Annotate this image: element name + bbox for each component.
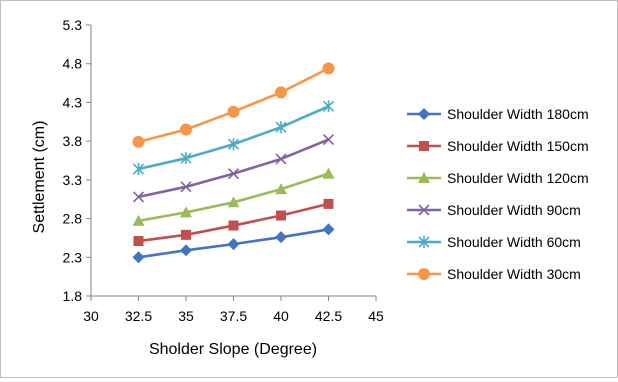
legend-item: Shoulder Width 90cm bbox=[407, 202, 581, 218]
series-6 bbox=[132, 62, 335, 148]
x-axis-title: Sholder Slope (Degree) bbox=[149, 341, 317, 358]
x-tick-label: 32.5 bbox=[125, 308, 152, 324]
data-point bbox=[227, 138, 240, 151]
data-point bbox=[276, 210, 286, 221]
y-tick-label: 4.3 bbox=[63, 94, 83, 110]
legend-item: Shoulder Width 120cm bbox=[407, 170, 589, 186]
data-point bbox=[227, 238, 240, 251]
y-axis-title: Settlement (cm) bbox=[31, 121, 48, 234]
legend-marker bbox=[419, 141, 429, 151]
data-point bbox=[132, 135, 145, 148]
series-4 bbox=[132, 134, 335, 203]
data-point bbox=[322, 167, 335, 179]
data-point bbox=[132, 191, 145, 203]
legend: Shoulder Width 180cm Shoulder Width 150cm… bbox=[407, 106, 589, 282]
legend-label: Shoulder Width 150cm bbox=[447, 138, 589, 154]
y-tick-label: 3.8 bbox=[63, 133, 83, 149]
data-point bbox=[180, 206, 192, 218]
series-line bbox=[138, 67, 330, 144]
x-tick-label: 45 bbox=[368, 308, 384, 324]
data-point bbox=[133, 236, 144, 247]
data-point bbox=[180, 244, 192, 257]
data-point bbox=[132, 163, 145, 176]
data-point bbox=[322, 62, 335, 75]
data-point bbox=[275, 183, 287, 195]
axes: 1.8 2.3 2.8 3.3 3.8 4.3 4.8 5.3 30 32.5 35 37.5 40 42… bbox=[63, 17, 384, 324]
legend-item: Shoulder Width 30cm bbox=[407, 266, 581, 282]
legend-item: Shoulder Width 180cm bbox=[407, 106, 589, 122]
legend-marker bbox=[418, 108, 430, 120]
data-point bbox=[181, 229, 191, 240]
y-tick-label: 5.3 bbox=[63, 17, 83, 33]
legend-marker bbox=[418, 268, 430, 280]
data-point bbox=[180, 123, 192, 136]
legend-marker bbox=[418, 172, 430, 183]
data-point bbox=[275, 86, 287, 99]
x-tick-label: 35 bbox=[178, 308, 194, 324]
data-point bbox=[227, 196, 240, 208]
series-2 bbox=[133, 198, 334, 247]
legend-item: Shoulder Width 60cm bbox=[407, 234, 581, 250]
data-point bbox=[180, 152, 192, 165]
data-point bbox=[132, 251, 145, 264]
series-3 bbox=[132, 167, 335, 226]
x-tick-label: 40 bbox=[273, 308, 289, 324]
series-lines bbox=[132, 62, 335, 264]
data-point bbox=[322, 134, 335, 146]
y-tick-label: 2.3 bbox=[63, 249, 83, 265]
legend-marker bbox=[418, 236, 430, 248]
y-tick-label: 4.8 bbox=[63, 56, 83, 72]
data-point bbox=[323, 198, 334, 209]
legend-label: Shoulder Width 180cm bbox=[447, 106, 589, 122]
data-point bbox=[275, 153, 287, 165]
data-point bbox=[275, 231, 287, 244]
legend-label: Shoulder Width 120cm bbox=[447, 170, 589, 186]
series-1 bbox=[132, 223, 335, 264]
data-point bbox=[322, 100, 335, 113]
data-point bbox=[322, 223, 335, 236]
y-tick-label: 3.3 bbox=[63, 172, 83, 188]
data-point bbox=[275, 121, 287, 134]
x-tick-label: 30 bbox=[83, 308, 99, 324]
legend-item: Shoulder Width 150cm bbox=[407, 138, 589, 154]
data-point bbox=[132, 214, 145, 226]
data-point bbox=[227, 168, 240, 180]
data-point bbox=[227, 105, 240, 118]
series-5 bbox=[132, 100, 335, 176]
data-point bbox=[228, 220, 239, 231]
legend-label: Shoulder Width 30cm bbox=[447, 266, 581, 282]
legend-label: Shoulder Width 90cm bbox=[447, 202, 581, 218]
y-tick-label: 1.8 bbox=[63, 288, 83, 304]
x-tick-label: 37.5 bbox=[220, 308, 247, 324]
legend-marker bbox=[418, 204, 430, 216]
x-tick-label: 42.5 bbox=[315, 308, 342, 324]
legend-label: Shoulder Width 60cm bbox=[447, 234, 581, 250]
y-tick-label: 2.8 bbox=[63, 211, 83, 227]
data-point bbox=[180, 181, 192, 193]
